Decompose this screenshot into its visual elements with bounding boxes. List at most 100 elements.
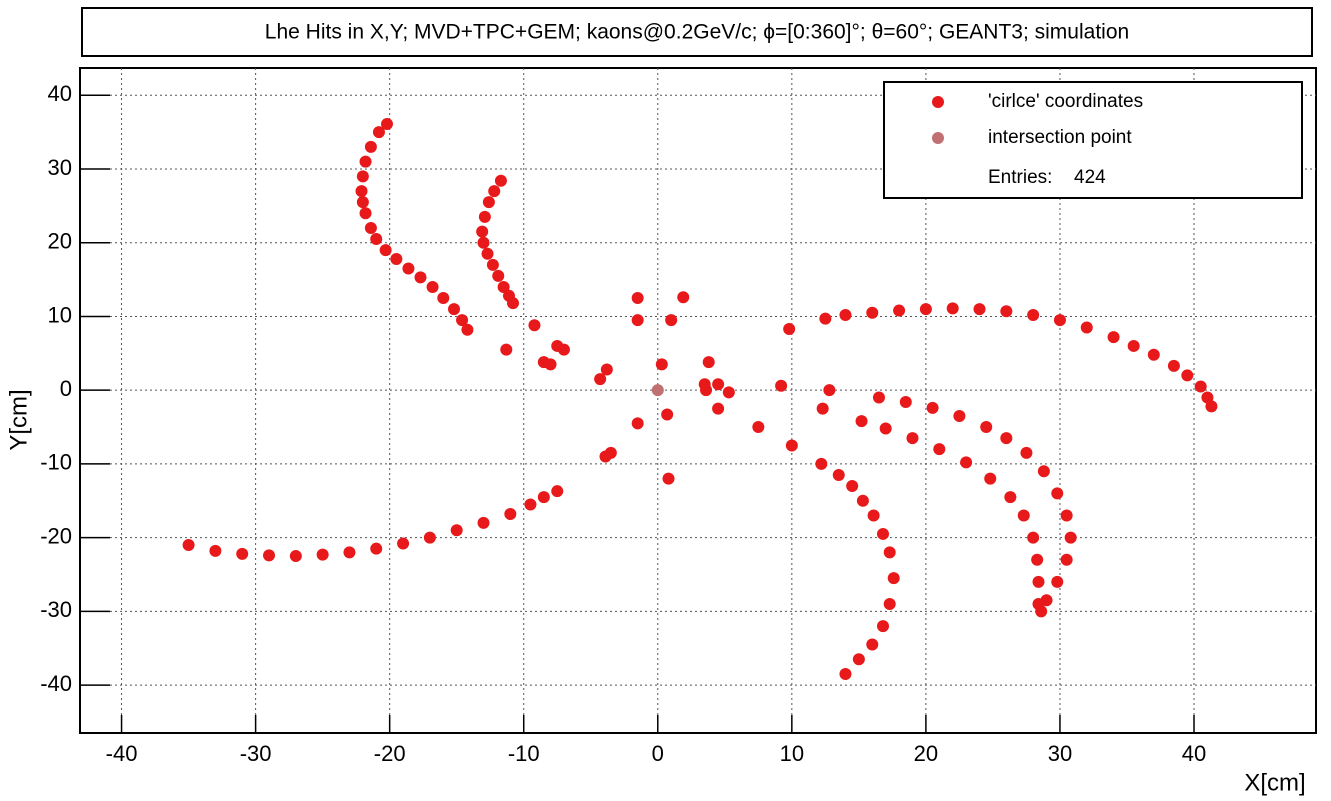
- x-tick-label: 40: [1182, 741, 1206, 766]
- point: [823, 384, 836, 397]
- y-axis-label: Y[cm]: [5, 389, 32, 450]
- point: [557, 343, 570, 356]
- plot-frame: [79, 67, 1317, 734]
- point: [1080, 321, 1093, 334]
- point: [356, 196, 369, 209]
- x-tick-label: 30: [1048, 741, 1072, 766]
- point: [899, 395, 912, 408]
- point: [426, 280, 439, 293]
- point: [883, 597, 896, 610]
- point: [1205, 400, 1218, 413]
- point: [919, 303, 932, 316]
- point: [946, 302, 959, 315]
- x-tick-label: -10: [508, 741, 540, 766]
- y-tick-label: 10: [48, 302, 72, 327]
- point: [1037, 465, 1050, 478]
- point: [665, 314, 678, 327]
- point: [380, 118, 393, 131]
- point: [775, 379, 788, 392]
- point: [1004, 491, 1017, 504]
- legend-marker: [932, 132, 944, 144]
- point: [722, 386, 735, 399]
- point: [893, 304, 906, 317]
- point: [1051, 575, 1064, 588]
- legend-box: [883, 81, 1303, 199]
- point: [1181, 369, 1194, 382]
- point: [816, 402, 829, 415]
- y-tick-label: 40: [48, 81, 72, 106]
- point: [879, 422, 892, 435]
- legend-label: 'cirlce' coordinates: [988, 91, 1143, 112]
- point: [980, 421, 993, 434]
- point: [1000, 305, 1013, 318]
- point: [1032, 575, 1045, 588]
- point: [600, 363, 613, 376]
- x-tick-label: -30: [240, 741, 272, 766]
- point: [528, 319, 541, 332]
- point: [372, 126, 385, 139]
- point: [437, 292, 450, 305]
- point: [507, 297, 520, 310]
- point: [1060, 509, 1073, 522]
- point: [497, 280, 510, 293]
- point: [872, 391, 885, 404]
- point: [494, 174, 507, 187]
- y-tick-label: -30: [40, 597, 72, 622]
- x-tick-label: -40: [106, 741, 138, 766]
- point: [651, 384, 664, 397]
- point: [504, 508, 517, 521]
- point: [359, 155, 372, 168]
- point: [926, 401, 939, 414]
- point: [477, 236, 490, 249]
- point: [984, 472, 997, 485]
- x-axis-label: X[cm]: [1244, 769, 1305, 796]
- point: [486, 258, 499, 271]
- point: [712, 402, 725, 415]
- point: [599, 450, 612, 463]
- point: [544, 358, 557, 371]
- point: [263, 549, 276, 562]
- x-tick-label: 10: [780, 741, 804, 766]
- point: [677, 291, 690, 304]
- point: [488, 185, 501, 198]
- point: [182, 539, 195, 552]
- point: [852, 653, 865, 666]
- point: [855, 415, 868, 428]
- x-tick-label: 20: [914, 741, 938, 766]
- point: [887, 572, 900, 585]
- point: [1053, 314, 1066, 327]
- point: [867, 509, 880, 522]
- chart-title: Lhe Hits in X,Y; MVD+TPC+GEM; kaons@0.2G…: [265, 21, 1129, 44]
- point: [594, 373, 607, 386]
- point: [631, 292, 644, 305]
- point: [524, 498, 537, 511]
- point: [1064, 531, 1077, 544]
- point: [876, 620, 889, 633]
- point: [1000, 432, 1013, 445]
- y-tick-label: -20: [40, 523, 72, 548]
- point: [461, 323, 474, 336]
- point: [456, 314, 469, 327]
- point: [631, 314, 644, 327]
- point: [477, 516, 490, 529]
- point: [390, 252, 403, 265]
- title-box: [81, 7, 1313, 57]
- y-tick-label: -10: [40, 450, 72, 475]
- point: [236, 547, 249, 560]
- point: [856, 494, 869, 507]
- point: [953, 409, 966, 422]
- point: [450, 524, 463, 537]
- x-tick-label: 0: [652, 741, 664, 766]
- point: [397, 537, 410, 550]
- point: [359, 207, 372, 220]
- point: [906, 432, 919, 445]
- point: [1147, 348, 1160, 361]
- point: [316, 548, 329, 561]
- x-tick-label: -20: [374, 741, 406, 766]
- point: [289, 550, 302, 563]
- point: [846, 480, 859, 493]
- point: [1051, 487, 1064, 500]
- legend-label: intersection point: [988, 127, 1132, 148]
- point: [712, 378, 725, 391]
